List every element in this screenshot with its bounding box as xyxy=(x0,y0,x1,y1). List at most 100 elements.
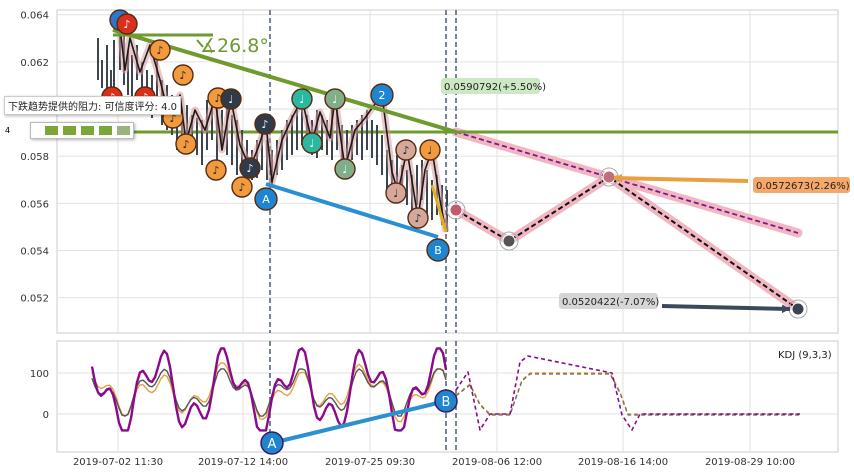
note-marker-label: ♪ xyxy=(214,92,221,105)
star-icon xyxy=(81,126,94,135)
note-marker-label: ♪ xyxy=(261,118,268,131)
resistance-tooltip: 下跌趋势提供的阻力: 可信度评分: 4.0 xyxy=(4,96,181,115)
x-tick-label: 2019-08-06 12:00 xyxy=(452,457,542,468)
note-marker: ♪ xyxy=(231,176,253,198)
target-mid-text: 0.0572673(2.26%) xyxy=(756,181,850,192)
kdj-support-line xyxy=(271,399,447,445)
note-marker-label: ♪ xyxy=(156,44,163,57)
point-b-marker: B xyxy=(426,238,450,262)
note-marker-label: ♩ xyxy=(299,93,304,106)
point-b-marker-label: B xyxy=(434,244,442,257)
note-marker-label: ♪ xyxy=(169,112,176,125)
note-marker-circle xyxy=(395,139,417,161)
note-marker-circle xyxy=(172,64,194,86)
target-mid-arrow-head xyxy=(614,173,622,183)
target-up-text: 0.0590792(+5.50%) xyxy=(444,82,546,93)
note-marker-circle xyxy=(385,182,407,204)
kdj-forecast-j xyxy=(455,355,800,431)
star-icon xyxy=(63,126,76,135)
point-a-marker: A xyxy=(254,187,278,211)
kdj-title: KDJ (9,3,3) xyxy=(778,350,832,361)
forecast-point xyxy=(791,302,805,316)
kdj-y-tick-label: 0 xyxy=(43,410,49,421)
note-marker: ♩ xyxy=(385,182,407,204)
note-marker-circle xyxy=(239,157,261,179)
kdj-point-circle xyxy=(434,389,458,413)
target-down-arrow-head xyxy=(782,304,790,314)
y-tick-label: 0.054 xyxy=(20,246,49,257)
y-tick-label: 0.058 xyxy=(20,152,49,163)
note-marker-circle xyxy=(254,113,276,135)
note-marker-circle xyxy=(407,207,429,229)
kdj-point-label: A xyxy=(268,437,277,452)
target-mid-label: 0.0572673(2.26%) xyxy=(753,177,850,193)
note-marker-label: ♩ xyxy=(427,144,432,157)
note-marker: ♪ xyxy=(254,113,276,135)
note-marker: ♩ xyxy=(419,139,441,161)
price-tail xyxy=(430,184,448,233)
forecast-dash-path xyxy=(455,176,799,310)
note-marker-label: ♪ xyxy=(402,144,409,157)
note-marker-circle xyxy=(334,158,356,180)
note-marker-label: ♩ xyxy=(228,93,233,106)
angle-annotation: ∡26.8° xyxy=(200,35,269,57)
note-marker-label: ♪ xyxy=(182,138,189,151)
note-marker: ♪ xyxy=(205,159,227,181)
note-marker: ♪ xyxy=(149,39,171,61)
forecast-dash-upper xyxy=(455,131,799,234)
note-marker-circle xyxy=(419,139,441,161)
star-icon xyxy=(99,126,112,135)
note-marker-label: ♩ xyxy=(342,163,347,176)
x-tick-label: 2019-07-02 11:30 xyxy=(73,457,163,468)
kdj-point-label: B xyxy=(442,395,451,410)
star-icon xyxy=(45,126,58,135)
point-a-marker-label: A xyxy=(262,193,270,206)
note-marker-label: ♩ xyxy=(332,93,337,106)
target-down-text: 0.0520422(-7.07%) xyxy=(562,297,659,308)
marker-2: 2 xyxy=(370,83,394,107)
note-marker: ♪ xyxy=(239,157,261,179)
point-a-marker-circle xyxy=(254,187,278,211)
support-line xyxy=(265,182,439,239)
marker-2-label: 2 xyxy=(379,89,386,102)
forecast-point-halo xyxy=(446,200,466,220)
note-marker-label: ♩ xyxy=(309,137,314,150)
y-tick-label: 0.064 xyxy=(20,11,49,22)
note-marker: ♪ xyxy=(172,64,194,86)
note-marker: ♩ xyxy=(324,88,346,110)
target-down-label: 0.0520422(-7.07%) xyxy=(559,293,659,309)
x-tick-label: 2019-07-25 09:30 xyxy=(325,457,415,468)
note-marker-label: ♩ xyxy=(393,187,398,200)
note-marker-circle xyxy=(116,13,138,35)
x-tick-label: 2019-07-12 14:00 xyxy=(198,457,288,468)
angle-tick xyxy=(196,39,204,48)
point-b-marker-circle xyxy=(426,238,450,262)
note-marker-label: ♪ xyxy=(238,181,245,194)
note-marker: ♪ xyxy=(407,207,429,229)
kdj-y-tick-label: 100 xyxy=(30,369,49,380)
kdj-j-line xyxy=(90,347,448,432)
y-tick-label: 0.056 xyxy=(20,199,49,210)
target-down-arrow xyxy=(661,304,791,311)
forecast-point xyxy=(602,170,616,184)
note-marker: ♩ xyxy=(334,158,356,180)
note-marker: ♪ xyxy=(395,139,417,161)
note-marker-circle xyxy=(324,88,346,110)
kdj-point-circle xyxy=(260,431,284,455)
note-marker-circle xyxy=(220,88,242,110)
rating-number: 4 xyxy=(5,126,11,135)
note-marker-circle xyxy=(175,133,197,155)
forecast-point xyxy=(449,203,463,217)
note-marker: ♩ xyxy=(220,88,242,110)
note-marker-circle xyxy=(291,88,313,110)
forecast-point-halo xyxy=(499,231,519,251)
note-marker-circle xyxy=(205,159,227,181)
confidence-rating: 4 xyxy=(5,122,134,139)
note-marker: ♩ xyxy=(291,88,313,110)
target-mid-arrow xyxy=(613,176,749,183)
note-marker-circle xyxy=(301,132,323,154)
y-tick-label: 0.062 xyxy=(20,58,49,69)
forecast-point xyxy=(502,234,516,248)
note-marker-label: ♪ xyxy=(123,18,130,31)
